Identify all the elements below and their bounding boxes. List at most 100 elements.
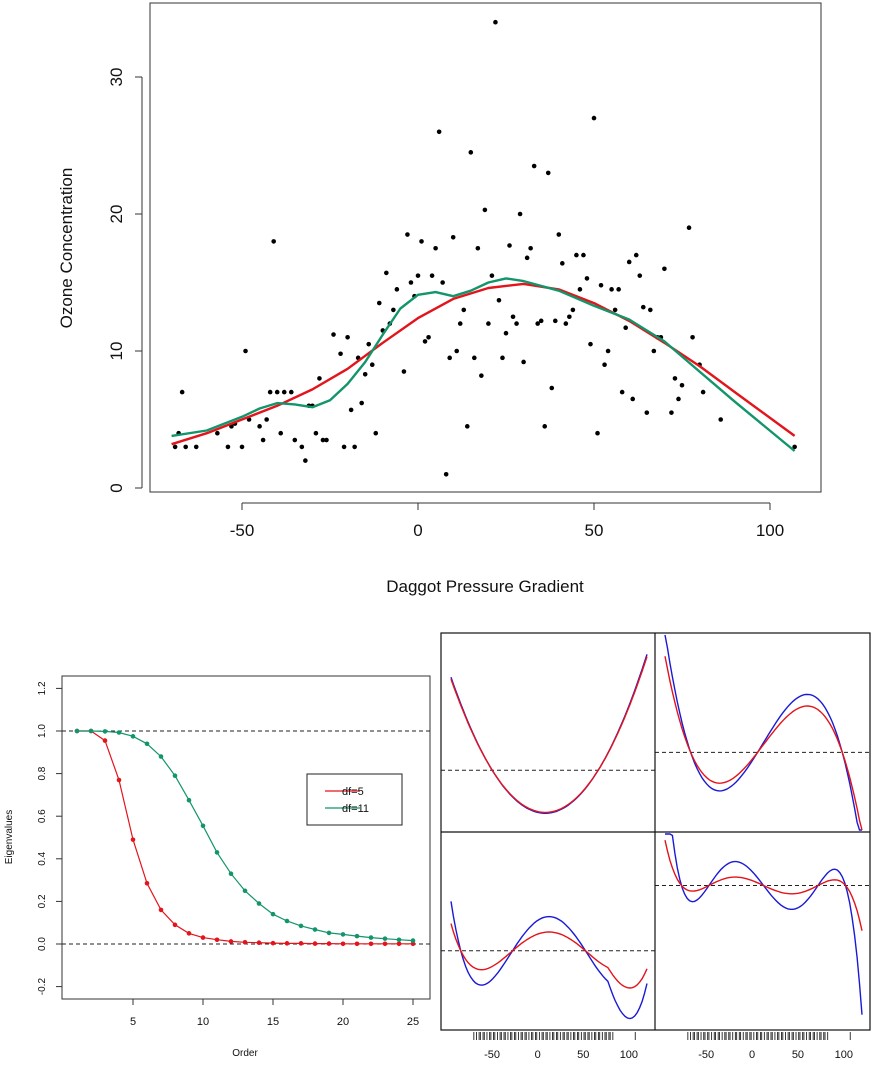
data-point (288, 389, 294, 395)
legend-label-df11: df=11 (342, 803, 369, 815)
series-point-df=11 (88, 728, 94, 734)
data-point (496, 298, 502, 303)
data-point (538, 318, 544, 324)
data-point (563, 321, 569, 326)
data-point (560, 261, 565, 266)
data-point (616, 287, 621, 292)
data-point (454, 348, 460, 354)
data-point (243, 348, 248, 354)
data-point (584, 276, 590, 281)
data-point (612, 307, 618, 313)
data-point (292, 437, 298, 443)
data-point (570, 307, 576, 313)
y-tick-label: -0.2 (37, 978, 48, 996)
data-point (348, 407, 354, 413)
data-point (521, 359, 526, 365)
x-tick-label: 0 (413, 521, 422, 540)
legend: df=5 df=11 (306, 773, 403, 826)
series-point-df=5 (144, 880, 150, 886)
panel-4 (655, 833, 870, 1015)
legend-box (306, 773, 403, 826)
data-point (503, 330, 509, 336)
panel-2 (655, 634, 870, 831)
data-point (500, 355, 505, 361)
series-point-df=5 (340, 941, 346, 947)
y-tick-label: 0.8 (37, 766, 48, 780)
data-point (609, 287, 614, 292)
y-tick-label: 0 (107, 483, 126, 492)
x-tick-label: -50 (484, 1049, 500, 1061)
data-point (267, 389, 273, 395)
y-tick-label: 0.4 (37, 851, 48, 865)
data-point (651, 348, 657, 354)
x-tick-label: 20 (337, 1016, 349, 1028)
eigenvector-df5 (450, 923, 648, 989)
series-point-df=5 (270, 940, 276, 946)
x-tick-label: 5 (130, 1016, 136, 1028)
series-point-df=11 (270, 911, 276, 917)
series-point-df=5 (214, 937, 220, 943)
series-point-df=11 (158, 754, 164, 759)
series-point-df=11 (396, 937, 402, 943)
data-point (362, 371, 368, 377)
series-point-df=5 (186, 931, 192, 936)
data-point (239, 444, 245, 450)
data-point (475, 245, 481, 251)
series-point-df=5 (116, 777, 122, 783)
data-point (257, 424, 262, 429)
x-tick-label: 10 (197, 1016, 209, 1028)
eigenvector-panels: -50 0 50 100 -50 0 50 100 (440, 632, 871, 1061)
data-point (514, 321, 519, 326)
y-tick-label: 1.2 (37, 681, 48, 695)
data-point (567, 314, 572, 320)
series-point-df=11 (144, 741, 150, 747)
y-tick-label: 0.6 (37, 809, 48, 823)
series-point-df=11 (382, 936, 388, 941)
series-point-df=5 (382, 941, 388, 947)
plot-frame (149, 2, 822, 493)
data-point (429, 273, 435, 278)
series-point-df=5 (410, 941, 416, 947)
series-point-df=5 (326, 941, 332, 946)
data-point (581, 252, 586, 258)
eigenvector-df5 (664, 840, 863, 931)
series-point-df=11 (102, 729, 108, 734)
data-point (422, 339, 428, 344)
data-point (179, 389, 185, 395)
series-point-df=11 (200, 823, 206, 829)
data-point (384, 270, 389, 276)
data-point (479, 373, 484, 378)
x-tick-label: 100 (835, 1049, 853, 1061)
reference-lines (62, 730, 430, 945)
data-point (433, 245, 438, 251)
data-point (549, 385, 555, 391)
data-point (545, 170, 551, 176)
data-point (391, 307, 396, 313)
data-point (591, 115, 597, 121)
data-point (718, 417, 724, 422)
data-point (648, 307, 653, 313)
data-point (317, 376, 322, 381)
x-axis-label: Daggot Pressure Gradient (386, 577, 584, 596)
data-point (366, 341, 372, 347)
series-point-df=11 (74, 728, 80, 734)
data-point (619, 389, 625, 395)
data-point (686, 225, 692, 230)
data-point (528, 245, 533, 251)
data-point (440, 280, 445, 285)
data-point (264, 417, 269, 422)
data-point (461, 307, 467, 313)
data-point (271, 239, 276, 244)
data-point (507, 243, 512, 248)
ozone-scatter-plot: -50 0 50 100 0 10 20 30 Daggot Pressure Gradie… (57, 2, 822, 596)
y-axis: -0.2 0.0 0.2 0.4 0.6 0.8 1.0 1.2 (37, 681, 62, 995)
data-point (535, 321, 540, 326)
series-point-df=11 (172, 773, 178, 779)
series-point-df=5 (368, 941, 374, 947)
series-point-df=5 (102, 738, 108, 743)
eigenvalues-plot: 5 10 15 20 25 -0.2 0.0 0.2 0.4 0.6 0.8 1.0 1.2 df=5… (4, 675, 431, 1059)
data-point (359, 400, 364, 406)
data-point (183, 444, 188, 450)
data-point (669, 410, 674, 415)
series-point-df=11 (354, 933, 360, 939)
